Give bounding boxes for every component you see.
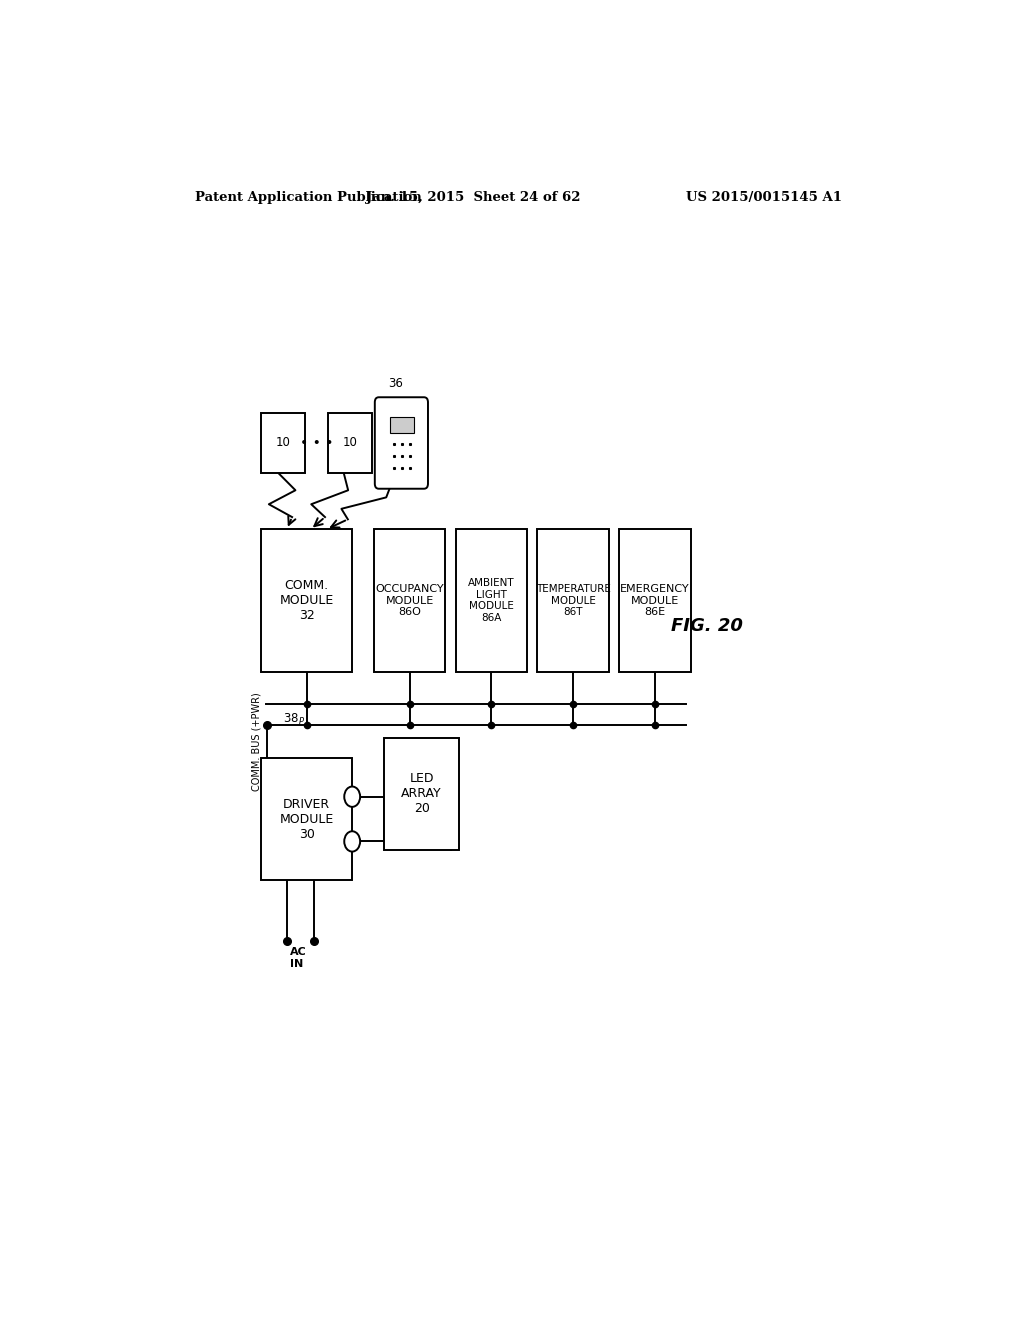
Text: 36: 36 [388, 378, 402, 391]
Text: OCCUPANCY
MODULE
86O: OCCUPANCY MODULE 86O [376, 583, 444, 618]
Text: AC
IN: AC IN [290, 948, 306, 969]
Text: AMBIENT
LIGHT
MODULE
86A: AMBIENT LIGHT MODULE 86A [468, 578, 515, 623]
Text: EMERGENCY
MODULE
86E: EMERGENCY MODULE 86E [621, 583, 690, 618]
Bar [329, 413, 372, 474]
Bar [456, 529, 527, 672]
Text: 38$_P$: 38$_P$ [284, 711, 305, 727]
Circle shape [344, 832, 360, 851]
Text: DRIVER
MODULE
30: DRIVER MODULE 30 [280, 797, 334, 841]
Bar [390, 417, 414, 433]
Text: COMM. BUS (+PWR): COMM. BUS (+PWR) [251, 692, 261, 791]
Bar [374, 529, 445, 672]
Text: • • •: • • • [300, 436, 334, 450]
Text: 10: 10 [275, 437, 290, 450]
Text: Patent Application Publication: Patent Application Publication [196, 190, 422, 203]
Bar [261, 529, 352, 672]
Text: FIG. 20: FIG. 20 [672, 616, 743, 635]
Text: TEMPERATURE
MODULE
86T: TEMPERATURE MODULE 86T [536, 583, 610, 618]
Text: COMM.
MODULE
32: COMM. MODULE 32 [280, 579, 334, 622]
Text: US 2015/0015145 A1: US 2015/0015145 A1 [686, 190, 842, 203]
Bar [261, 758, 352, 880]
Bar [538, 529, 609, 672]
Bar [384, 738, 460, 850]
Bar [261, 413, 304, 474]
Circle shape [344, 787, 360, 807]
Text: LED
ARRAY
20: LED ARRAY 20 [401, 772, 442, 816]
Text: 10: 10 [343, 437, 357, 450]
FancyBboxPatch shape [375, 397, 428, 488]
Text: Jan. 15, 2015  Sheet 24 of 62: Jan. 15, 2015 Sheet 24 of 62 [366, 190, 581, 203]
Bar [620, 529, 690, 672]
